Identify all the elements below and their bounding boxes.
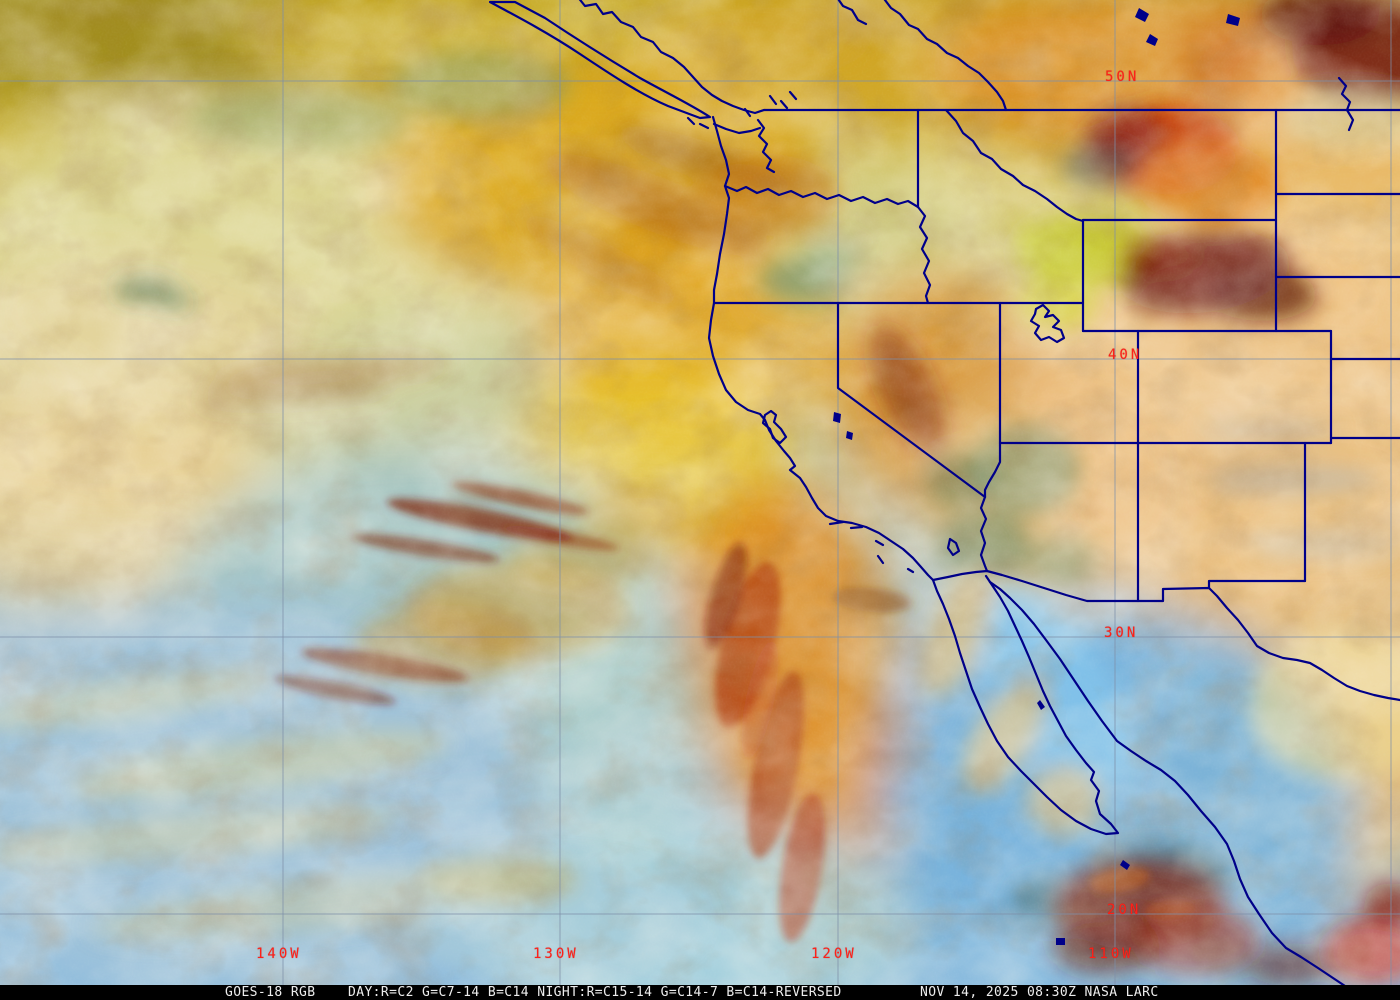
status-bar: GOES-18 RGB DAY:R=C2 G=C7-14 B=C14 NIGHT… (0, 985, 1400, 1000)
map-boundaries-overlay (488, 0, 1400, 985)
lon-label-130w: 130W (533, 946, 579, 962)
rgb-recipe-label: DAY:R=C2 G=C7-14 B=C14 NIGHT:R=C15-14 G=… (348, 985, 842, 1000)
gulf-islands (686, 90, 798, 130)
lat-label-40n: 40N (1108, 347, 1143, 363)
lon-label-120w: 120W (811, 946, 857, 962)
lon-label-140w: 140W (256, 946, 302, 962)
lat-label-30n: 30N (1104, 625, 1139, 641)
border-id-mt (944, 108, 1085, 223)
river-milk (1337, 76, 1355, 132)
border-or-id-snake (916, 205, 932, 305)
border-ca-nv (836, 301, 987, 499)
timestamp-label: NOV 14, 2025 08:30Z NASA LARC (920, 985, 1159, 1000)
river-canada-2 (837, 0, 868, 26)
vancouver-island (488, 0, 712, 120)
channel-islands (828, 520, 915, 574)
salton-sea (946, 537, 961, 557)
river-canada-1 (883, 0, 1008, 112)
coastline-british-columbia (578, 0, 766, 115)
coastline-pacific (707, 115, 1120, 836)
border-us-mexico (931, 569, 1400, 702)
san-francisco-bay (761, 409, 788, 445)
border-nv-az-colorado-river (979, 441, 1002, 573)
lat-label-50n: 50N (1105, 69, 1140, 85)
great-salt-lake (1029, 303, 1066, 344)
lat-label-20n: 20N (1107, 902, 1142, 918)
satellite-name-label: GOES-18 RGB (225, 985, 316, 1000)
border-nm-tx (1207, 579, 1307, 590)
border-wa-or (723, 184, 920, 209)
lake-tahoe (833, 412, 853, 440)
puget-sound (712, 118, 776, 174)
coastline-mexico-mainland (988, 580, 1346, 985)
lon-label-110w: 110W (1088, 946, 1134, 962)
